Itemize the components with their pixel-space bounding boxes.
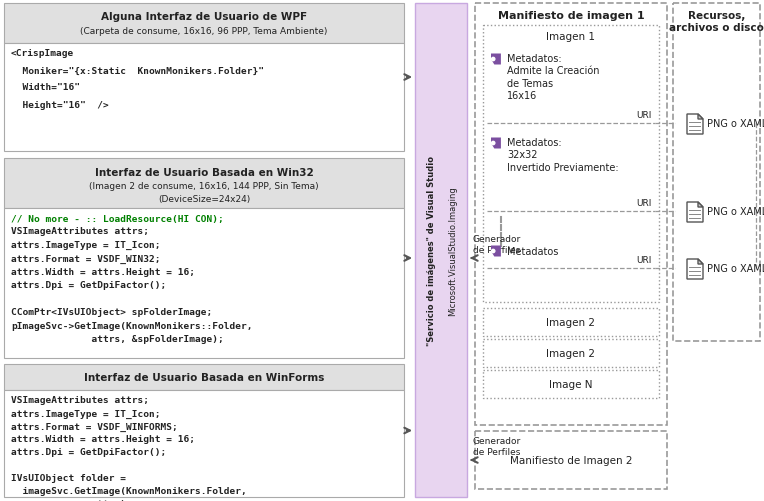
Text: (DeviceSize=24x24): (DeviceSize=24x24) [158,195,250,204]
Text: URI: URI [636,111,652,120]
Bar [4,390,404,497]
Text: // No more - :: LoadResource(HI CON);: // No more - :: LoadResource(HI CON); [11,215,224,224]
Text: Generador
de Perfiles: Generador de Perfiles [473,436,521,456]
Bar [483,26,659,303]
Text: attrs.Format = VSDF_WIN32;: attrs.Format = VSDF_WIN32; [11,254,160,263]
Circle shape [491,142,495,145]
Text: Alguna Interfaz de Usuario de WPF: Alguna Interfaz de Usuario de WPF [101,12,307,22]
Text: attrs.Dpi = GetDpiFactor();: attrs.Dpi = GetDpiFactor(); [11,447,167,456]
Bar [475,431,667,489]
Text: URI: URI [636,256,652,265]
Bar [4,44,404,152]
Bar [483,370,659,398]
Bar [415,4,467,497]
Text: Metadatos:
Admite la Creación
de Temas
16x16: Metadatos: Admite la Creación de Temas 1… [507,54,600,101]
Polygon shape [698,115,703,120]
Text: attrs, &spFolderImage);: attrs, &spFolderImage); [11,335,224,344]
Polygon shape [491,55,501,65]
Text: Metadatos:
32x32
Invertido Previamente:: Metadatos: 32x32 Invertido Previamente: [507,138,619,172]
Polygon shape [491,138,501,149]
Text: Manifiesto de imagen 1: Manifiesto de imagen 1 [497,11,644,21]
Text: attrs.Width = attrs.Height = 16;: attrs.Width = attrs.Height = 16; [11,268,195,277]
Text: CComPtr<IVsUIObject> spFolderImage;: CComPtr<IVsUIObject> spFolderImage; [11,308,212,317]
Bar [4,364,404,390]
Text: Microsoft.VisualStudio.Imaging: Microsoft.VisualStudio.Imaging [448,186,457,315]
Text: attrs.Width = attrs.Height = 16;: attrs.Width = attrs.Height = 16; [11,435,195,443]
Text: attrs.ImageType = IT_Icon;: attrs.ImageType = IT_Icon; [11,240,160,249]
Circle shape [491,250,495,253]
Text: attrs.ImageType = IT_Icon;: attrs.ImageType = IT_Icon; [11,409,160,418]
Polygon shape [698,202,703,207]
Text: VSImageAttributes attrs;: VSImageAttributes attrs; [11,396,149,405]
Text: "Servicio de imágenes" de Visual Studio: "Servicio de imágenes" de Visual Studio [427,156,436,345]
Bar [483,339,659,367]
Text: Moniker="{x:Static  KnownMonikers.Folder}": Moniker="{x:Static KnownMonikers.Folder}… [11,66,264,75]
Text: Recursos,
archivos o disco: Recursos, archivos o disco [669,11,764,33]
Polygon shape [687,202,703,222]
Text: PNG o XAML*: PNG o XAML* [707,206,764,216]
Polygon shape [687,260,703,280]
Text: Manifiesto de Imagen 2: Manifiesto de Imagen 2 [510,455,633,465]
Text: Interfaz de Usuario Basada en Win32: Interfaz de Usuario Basada en Win32 [95,168,313,178]
Circle shape [491,58,495,62]
Polygon shape [491,246,501,257]
Bar [4,208,404,358]
Text: PNG o XAML*: PNG o XAML* [707,264,764,274]
Text: attrs);: attrs); [11,499,131,501]
Text: pImageSvc->GetImage(KnownMonikers::Folder,: pImageSvc->GetImage(KnownMonikers::Folde… [11,321,252,330]
Text: (Imagen 2 de consume, 16x16, 144 PPP, Sin Tema): (Imagen 2 de consume, 16x16, 144 PPP, Si… [89,182,319,191]
Bar [673,4,760,341]
Text: Height="16"  />: Height="16" /> [11,100,108,109]
Text: URI: URI [636,198,652,207]
Text: attrs.Format = VSDF_WINFORMS;: attrs.Format = VSDF_WINFORMS; [11,422,178,431]
Text: attrs.Dpi = GetDpiFactor();: attrs.Dpi = GetDpiFactor(); [11,281,167,290]
Text: PNG o XAML*: PNG o XAML* [707,119,764,129]
Text: imageSvc.GetImage(KnownMonikers.Folder,: imageSvc.GetImage(KnownMonikers.Folder, [11,486,247,495]
Text: Imagen 1: Imagen 1 [546,32,595,42]
Text: Image N: Image N [549,379,593,389]
Bar [475,4,667,425]
Text: Imagen 2: Imagen 2 [546,317,595,327]
Text: (Carpeta de consume, 16x16, 96 PPP, Tema Ambiente): (Carpeta de consume, 16x16, 96 PPP, Tema… [80,27,328,36]
Text: <CrispImage: <CrispImage [11,50,74,59]
Bar [483,309,659,336]
Text: Interfaz de Usuario Basada en WinForms: Interfaz de Usuario Basada en WinForms [84,372,324,382]
Polygon shape [698,260,703,265]
Text: VSImageAttributes attrs;: VSImageAttributes attrs; [11,227,149,236]
Text: Metadatos: Metadatos [507,246,558,257]
Text: Imagen 2: Imagen 2 [546,348,595,358]
Text: IVsUIObject folder =: IVsUIObject folder = [11,473,126,482]
Text: Generador
de Perfiles: Generador de Perfiles [473,235,521,254]
Bar [4,159,404,208]
Text: Width="16": Width="16" [11,83,80,92]
Bar [4,4,404,44]
Polygon shape [687,115,703,135]
